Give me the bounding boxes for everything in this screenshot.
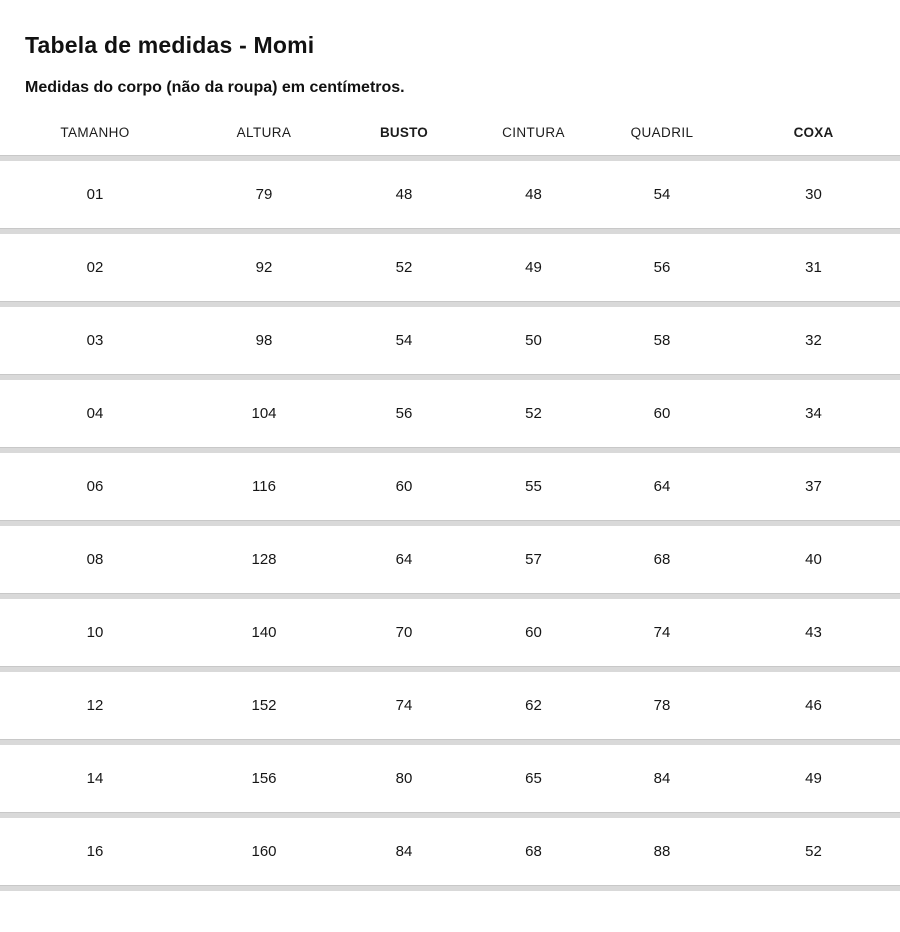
table-cell: 128: [251, 551, 277, 568]
table-cell: 62: [525, 697, 542, 714]
table-cell: 49: [805, 770, 822, 787]
table-cell: 116: [252, 478, 276, 495]
table-row: 03 98 54 50 58 32: [0, 307, 900, 374]
table-row: 16 160 84 68 88 52: [0, 818, 900, 885]
table-cell: 14: [86, 770, 104, 787]
table-cell: 10: [86, 624, 104, 641]
table-cell: 64: [395, 551, 413, 568]
table-cell: 01: [86, 186, 104, 203]
table-cell: 74: [653, 624, 671, 641]
table-cell: 52: [395, 259, 413, 276]
row-separator: [0, 885, 900, 891]
table-cell: 12: [86, 697, 104, 714]
table-cell: 49: [525, 259, 542, 276]
table-cell: 58: [653, 332, 671, 349]
row-separator: [0, 739, 900, 745]
table-cell: 84: [653, 770, 671, 787]
column-header-coxa: COXA: [793, 124, 834, 140]
page-subtitle: Medidas do corpo (não da roupa) em centí…: [25, 79, 405, 96]
table-cell: 60: [653, 405, 671, 422]
row-separator: [0, 593, 900, 599]
table-cell: 70: [395, 624, 413, 641]
table-cell: 55: [525, 478, 542, 495]
table-row: 14 156 80 65 84 49: [0, 745, 900, 812]
table-cell: 84: [395, 843, 413, 860]
table-row: 08 128 64 57 68 40: [0, 526, 900, 593]
table-cell: 32: [805, 332, 822, 349]
table-cell: 68: [653, 551, 671, 568]
table-cell: 43: [805, 624, 822, 641]
table-cell: 30: [805, 186, 822, 203]
row-separator: [0, 447, 900, 453]
table-cell: 37: [805, 478, 822, 495]
column-header-altura: ALTURA: [236, 124, 292, 140]
table-row: 04 104 56 52 60 34: [0, 380, 900, 447]
column-header-quadril: QUADRIL: [630, 124, 694, 140]
table-row: 12 152 74 62 78 46: [0, 672, 900, 739]
row-separator: [0, 374, 900, 380]
table-cell: 34: [805, 405, 822, 422]
table-cell: 56: [395, 405, 413, 422]
row-separator: [0, 666, 900, 672]
table-cell: 02: [86, 259, 104, 276]
table-cell: 65: [525, 770, 542, 787]
table-cell: 08: [86, 551, 104, 568]
table-cell: 46: [805, 697, 822, 714]
table-cell: 156: [251, 770, 277, 787]
table-cell: 48: [525, 186, 542, 203]
table-cell: 88: [653, 843, 671, 860]
table-cell: 160: [251, 843, 277, 860]
table-cell: 80: [395, 770, 413, 787]
table-cell: 79: [255, 186, 273, 203]
table-cell: 98: [255, 332, 273, 349]
table-row: 01 79 48 48 54 30: [0, 161, 900, 228]
table-cell: 52: [525, 405, 542, 422]
table-cell: 78: [653, 697, 671, 714]
column-header-cintura: CINTURA: [502, 124, 565, 140]
table-cell: 60: [525, 624, 542, 641]
page-title: Tabela de medidas - Momi: [25, 32, 315, 58]
row-separator: [0, 812, 900, 818]
table-cell: 74: [395, 697, 413, 714]
table-cell: 92: [255, 259, 273, 276]
table-cell: 16: [86, 843, 104, 860]
table-cell: 04: [86, 405, 104, 422]
table-cell: 06: [86, 478, 104, 495]
table-cell: 64: [653, 478, 671, 495]
row-separator: [0, 228, 900, 234]
column-header-tamanho: TAMANHO: [60, 124, 130, 140]
column-header-busto: BUSTO: [379, 124, 428, 140]
table-cell: 50: [525, 332, 542, 349]
table-body: 01 79 48 48 54 30 02 92 52 49 56 31 03 98 54 50 58 32 04 10…: [0, 155, 900, 891]
table-cell: 60: [395, 478, 413, 495]
table-row: 06 116 60 55 64 37: [0, 453, 900, 520]
table-cell: 40: [805, 551, 822, 568]
table-row: 10 140 70 60 74 43: [0, 599, 900, 666]
table-cell: 52: [805, 843, 822, 860]
table-cell: 48: [395, 186, 413, 203]
table-row: 02 92 52 49 56 31: [0, 234, 900, 301]
table-cell: 56: [653, 259, 671, 276]
table-cell: 152: [251, 697, 277, 714]
table-cell: 54: [395, 332, 413, 349]
table-cell: 68: [525, 843, 542, 860]
row-separator: [0, 520, 900, 526]
table-cell: 140: [251, 624, 277, 641]
table-cell: 104: [251, 405, 277, 422]
table-cell: 31: [805, 259, 822, 276]
table-header-row: TAMANHO ALTURA BUSTO CINTURA QUADRIL COXA: [0, 109, 900, 155]
table-cell: 54: [653, 186, 671, 203]
size-table: TAMANHO ALTURA BUSTO CINTURA QUADRIL COXA 01 7…: [0, 109, 900, 891]
table-cell: 03: [86, 332, 104, 349]
table-cell: 57: [525, 551, 542, 568]
row-separator: [0, 155, 900, 161]
row-separator: [0, 301, 900, 307]
